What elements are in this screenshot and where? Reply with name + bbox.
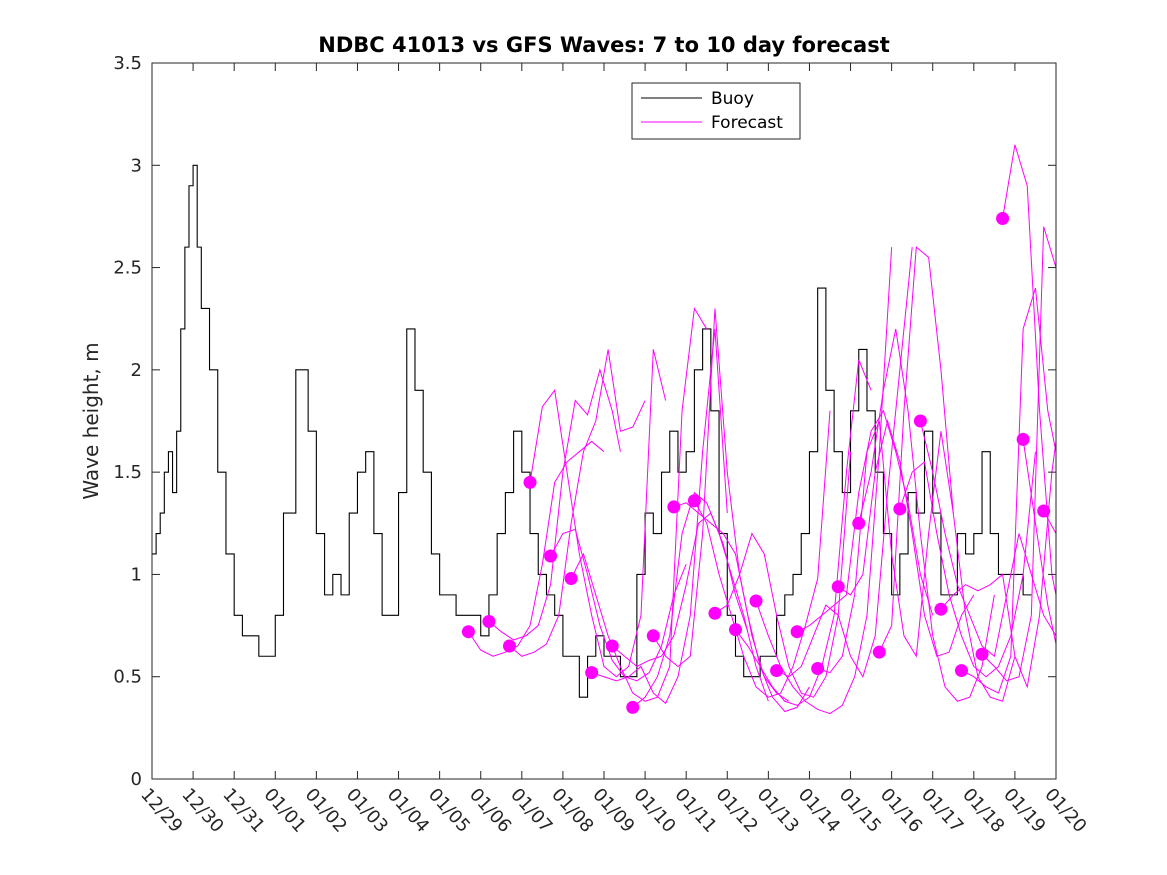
x-tick-label: 01/12: [712, 784, 762, 837]
x-tick-label: 01/02: [301, 784, 351, 837]
forecast-marker: [523, 475, 537, 489]
x-tick-label: 01/05: [424, 784, 474, 837]
forecast-series-line-27: [1002, 144, 1057, 595]
forecast-series-line-2: [488, 368, 621, 641]
x-tick-label: 01/16: [876, 784, 926, 837]
y-tick-label: 3.5: [113, 53, 142, 74]
legend-box: [631, 82, 801, 140]
legend: Buoy Forecast: [631, 82, 801, 140]
y-tick-label: 0.5: [113, 667, 142, 688]
forecast-marker: [728, 623, 742, 637]
forecast-marker: [770, 664, 784, 678]
forecast-series-line-14: [735, 359, 872, 706]
forecast-series-line-7: [591, 328, 728, 705]
forecast-marker: [852, 516, 866, 530]
forecast-marker: [564, 572, 578, 586]
forecast-marker: [482, 614, 496, 628]
forecast-marker: [461, 625, 475, 639]
y-tick-label: 0: [131, 769, 142, 790]
x-tick-label: 01/06: [465, 784, 515, 837]
forecast-series-line-15: [755, 247, 893, 715]
x-tick-label: 01/19: [999, 784, 1049, 837]
y-tick-label: 1.5: [113, 462, 142, 483]
forecast-marker: [1016, 432, 1030, 446]
x-tick-label: 12/31: [218, 784, 268, 837]
y-tick-label: 2.5: [113, 258, 142, 279]
forecast-series-line-12: [693, 410, 831, 698]
forecast-marker: [975, 647, 989, 661]
forecast-series-line-21: [878, 246, 1016, 702]
forecast-series-line-10: [652, 308, 790, 702]
forecast-series-line-5: [550, 528, 687, 682]
forecast-marker: [605, 639, 619, 653]
x-tick-label: 01/18: [958, 784, 1008, 837]
forecast-marker: [934, 602, 948, 616]
x-tick-label: 01/20: [1040, 784, 1090, 837]
forecast-series-line-17: [796, 409, 934, 633]
plot-area: 00.511.522.533.512/2912/3012/3101/0101/0…: [113, 53, 1090, 837]
forecast-marker: [831, 580, 845, 594]
plot-background: [152, 63, 1056, 779]
forecast-series-line-28: [1022, 439, 1057, 645]
forecast-series-line-3: [509, 349, 646, 657]
forecast-marker: [687, 494, 701, 508]
forecast-marker: [1037, 504, 1051, 518]
chart-title: NDBC 41013 vs GFS Waves: 7 to 10 day for…: [318, 33, 889, 57]
x-tick-label: 12/30: [177, 784, 227, 837]
forecast-marker: [996, 211, 1010, 225]
forecast-marker: [749, 594, 763, 608]
forecast-series-line-6: [570, 306, 708, 702]
forecast-series-line-25: [961, 287, 1057, 694]
forecast-series-line-22: [899, 451, 1036, 678]
forecast-marker: [585, 666, 599, 680]
x-tick-label: 01/11: [670, 784, 720, 837]
x-tick-label: 01/04: [383, 784, 433, 837]
forecast-series-line-23: [919, 420, 1057, 658]
forecast-marker: [667, 500, 681, 514]
y-tick-label: 1: [131, 564, 142, 585]
x-tick-label: 01/03: [342, 784, 392, 837]
x-tick-label: 01/09: [588, 784, 638, 837]
forecast-series-line-4: [529, 349, 667, 678]
forecast-marker: [708, 606, 722, 620]
forecast-series-line-13: [714, 451, 852, 698]
x-tick-label: 01/08: [547, 784, 597, 837]
forecast-series-line-11: [673, 502, 810, 713]
forecast-marker: [954, 664, 968, 678]
x-tick-label: 01/07: [506, 784, 556, 837]
forecast-series-line-9: [632, 491, 769, 708]
x-tick-label: 01/13: [753, 784, 803, 837]
forecast-marker: [626, 700, 640, 714]
y-tick-label: 3: [131, 155, 142, 176]
x-tick-label: 12/29: [136, 784, 186, 837]
y-axis-label: Wave height, m: [79, 342, 103, 499]
forecast-marker: [872, 645, 886, 659]
forecast-series-line-19: [837, 419, 975, 657]
buoy-series-line: [152, 164, 1032, 698]
x-tick-label: 01/14: [794, 784, 844, 837]
forecast-marker: [502, 639, 516, 653]
forecast-series-line-18: [817, 420, 954, 674]
forecast-series-line-20: [858, 328, 995, 702]
forecast-marker: [544, 549, 558, 563]
forecast-series-line-1: [467, 440, 605, 657]
x-tick-label: 01/10: [629, 784, 679, 837]
forecast-marker: [790, 625, 804, 639]
legend-forecast-label: Forecast: [711, 113, 783, 133]
forecast-series-line-16: [776, 247, 913, 678]
y-tick-label: 2: [131, 360, 142, 381]
x-tick-label: 01/17: [917, 784, 967, 837]
forecast-marker: [893, 502, 907, 516]
forecast-marker: [646, 629, 660, 643]
x-tick-label: 01/15: [835, 784, 885, 837]
forecast-marker: [811, 662, 825, 676]
forecast-marker: [913, 414, 927, 428]
forecast-series-line-26: [981, 226, 1057, 682]
legend-buoy-label: Buoy: [711, 89, 754, 109]
x-tick-label: 01/01: [260, 784, 310, 837]
forecast-series-line-24: [940, 441, 1057, 689]
